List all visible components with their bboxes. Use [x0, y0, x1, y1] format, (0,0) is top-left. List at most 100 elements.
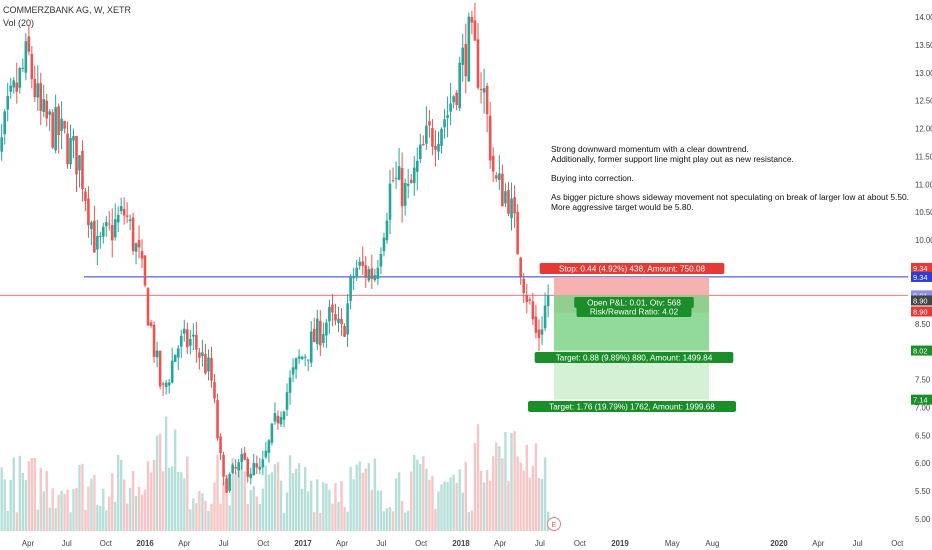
- volume-bar: [540, 479, 544, 531]
- candle-body: [231, 464, 234, 473]
- time-tick-label: Apr: [336, 539, 349, 548]
- volume-bar: [84, 509, 87, 531]
- earnings-marker-icon: [547, 517, 561, 531]
- candle-body: [325, 322, 328, 336]
- entry-price-tag-red-bg: [911, 306, 932, 317]
- volume-indicator-label: Vol (20): [3, 18, 35, 28]
- volume-bar: [276, 461, 280, 531]
- volume-bar: [528, 477, 532, 531]
- candle-body: [409, 179, 413, 184]
- volume-bar: [270, 472, 274, 531]
- candle-body: [240, 454, 243, 463]
- candle-body: [261, 459, 265, 468]
- candle-body: [81, 150, 84, 189]
- volume-bar: [428, 479, 431, 531]
- short-position-tool[interactable]: Stop: 0.44 (4.92%) 438, Amount: 750.08 Op…: [528, 263, 736, 531]
- volume-bar: [300, 488, 304, 531]
- candle-body: [0, 137, 3, 152]
- candle-body: [543, 305, 547, 329]
- volume-bar: [128, 487, 132, 531]
- volume-bar: [364, 468, 367, 531]
- candle-body: [537, 329, 541, 338]
- time-tick-label: Apr: [22, 539, 35, 548]
- volume-bar: [461, 492, 464, 531]
- candle-body: [312, 328, 316, 343]
- volume-bar: [285, 492, 289, 531]
- candle-body: [501, 173, 504, 207]
- volume-bar: [419, 463, 422, 531]
- candle-body: [18, 68, 22, 88]
- note-line: Additionally, former support line might …: [551, 153, 794, 164]
- volume-bar: [143, 489, 147, 531]
- volume-bar: [322, 482, 325, 531]
- volume-bar: [495, 442, 498, 531]
- candle-body: [12, 80, 16, 88]
- volume-bar: [119, 459, 123, 531]
- volume-bar: [219, 503, 222, 531]
- volume-bar: [282, 512, 286, 531]
- volume-bar: [183, 478, 186, 531]
- candle-body: [403, 182, 407, 206]
- extended-target-label-box: [528, 401, 736, 412]
- candle-body: [303, 356, 307, 358]
- time-tick-label: Jul: [62, 539, 72, 548]
- volume-bar: [473, 442, 477, 531]
- volume-bar: [213, 482, 216, 531]
- price-tick-label: 12.50: [915, 97, 932, 106]
- candle-body: [213, 381, 216, 399]
- candle-body: [201, 352, 204, 357]
- volume-bar: [513, 430, 516, 531]
- volume-bar: [388, 507, 392, 531]
- volume-bar: [413, 454, 416, 531]
- time-tick-label: Oct: [100, 539, 113, 548]
- volume-bar: [234, 472, 237, 531]
- volume-bar: [207, 511, 210, 531]
- volume-bar: [72, 489, 75, 531]
- candle-body: [322, 334, 325, 343]
- volume-bar: [476, 424, 480, 531]
- volume-bar: [358, 461, 361, 531]
- volume-bar: [397, 472, 401, 531]
- volume-bar: [246, 504, 249, 531]
- volume-bar: [152, 459, 156, 531]
- candle-body: [334, 313, 337, 321]
- volume-bar: [294, 468, 298, 531]
- volume-bar: [543, 457, 547, 531]
- candle-body: [36, 83, 40, 98]
- candle-body: [546, 295, 550, 307]
- candle-body: [234, 467, 237, 469]
- volume-bar: [440, 484, 443, 531]
- candle-body: [406, 183, 410, 186]
- candle-body: [510, 198, 513, 218]
- time-tick-label: 2018: [452, 539, 470, 548]
- candle-body: [315, 318, 319, 345]
- candle-body: [306, 359, 310, 361]
- volume-bar: [385, 508, 389, 531]
- candle-body: [146, 288, 150, 326]
- candle-body: [63, 120, 66, 129]
- volume-bar: [458, 469, 461, 531]
- time-axis[interactable]: Apr Jul Oct 2016 Apr Jul Oct 2017 Apr Jul Oct 2018 A…: [22, 539, 904, 548]
- time-tick-label: 2019: [611, 539, 629, 548]
- volume-bar: [134, 495, 138, 531]
- candle-body: [328, 306, 331, 322]
- volume-bar: [33, 457, 37, 531]
- stop-label: Stop: 0.44 (4.92%) 438, Amount: 750.08: [559, 265, 706, 274]
- candle-body: [419, 144, 422, 160]
- candle-body: [30, 53, 34, 80]
- candle-body: [167, 382, 171, 386]
- candle-body: [479, 88, 483, 90]
- target-price-tag-bg: [911, 345, 932, 356]
- volume-bar: [522, 470, 525, 531]
- extended-target-price-tag-bg: [911, 394, 932, 405]
- candle-body: [412, 167, 416, 183]
- candle-body: [42, 99, 46, 113]
- volume-bar: [114, 501, 117, 531]
- price-axis[interactable]: 14.00 13.50 13.00 12.50 12.00 11.50 11.00 10.50…: [911, 13, 932, 524]
- price-tick-label: 6.50: [915, 431, 931, 440]
- volume-bar: [519, 462, 522, 531]
- note-line: Buying into correction.: [551, 172, 634, 183]
- volume-bar: [105, 510, 108, 531]
